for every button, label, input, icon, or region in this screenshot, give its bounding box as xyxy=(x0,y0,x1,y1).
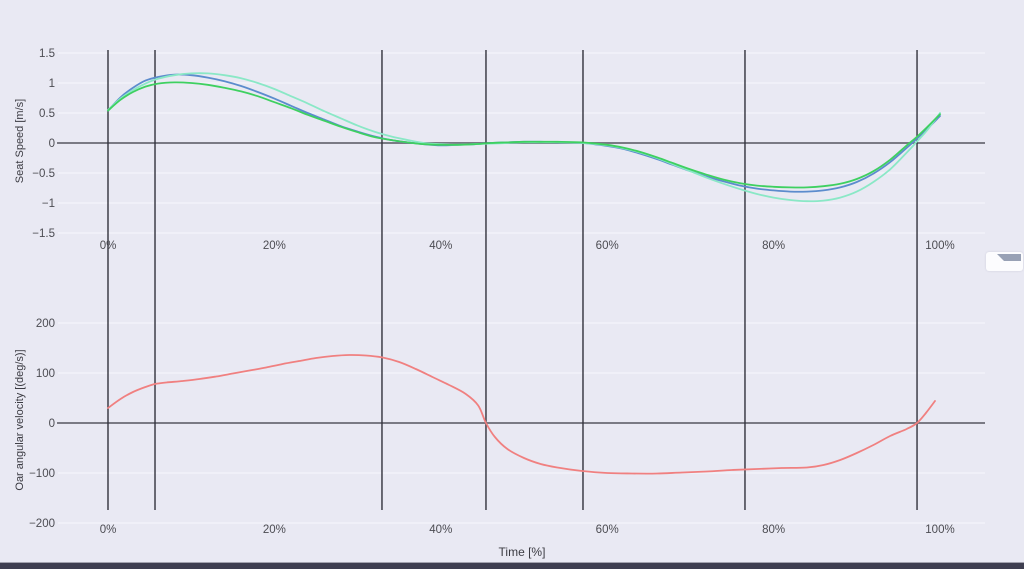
x-tick-label: 40% xyxy=(429,240,452,252)
y-tick-label: 200 xyxy=(36,318,55,330)
y-tick-label: −200 xyxy=(29,518,55,530)
y-tick-label: 0 xyxy=(49,138,55,150)
x-tick-label: 20% xyxy=(263,524,286,536)
x-tick-label: 0% xyxy=(100,240,117,252)
y-tick-label: −1.5 xyxy=(32,228,55,240)
x-tick-label: 80% xyxy=(762,240,785,252)
series-seat-speed-trace-blue[interactable] xyxy=(107,73,941,193)
window-bottom-bar xyxy=(0,562,1024,569)
x-tick-label: 0% xyxy=(100,524,117,536)
x-tick-label: 40% xyxy=(429,524,452,536)
y-tick-label: −1 xyxy=(42,198,55,210)
seat-speed-axis-title: Seat Speed [m/s] xyxy=(14,98,26,184)
series-oar-angular-velocity-trace[interactable] xyxy=(107,354,936,475)
x-tick-label: 80% xyxy=(762,524,785,536)
y-tick-label: 1.5 xyxy=(39,48,55,60)
y-tick-label: 0 xyxy=(49,418,55,430)
y-tick-label: −100 xyxy=(29,468,55,480)
series-seat-speed-trace-mint[interactable] xyxy=(107,72,941,203)
x-tick-label: 60% xyxy=(596,240,619,252)
chart-toolbar-handle[interactable] xyxy=(986,252,1023,271)
x-tick-label: 100% xyxy=(925,524,954,536)
y-tick-label: −0.5 xyxy=(32,168,55,180)
y-tick-label: 100 xyxy=(36,368,55,380)
oar-velocity-axis-title: Oar angular velocity [(deg/s)] xyxy=(14,349,26,491)
time-axis-title: Time [%] xyxy=(498,545,546,559)
x-tick-label: 100% xyxy=(925,240,954,252)
y-tick-label: 1 xyxy=(49,78,55,90)
x-tick-label: 20% xyxy=(263,240,286,252)
y-tick-label: 0.5 xyxy=(39,108,55,120)
x-tick-label: 60% xyxy=(596,524,619,536)
series-seat-speed-trace-green[interactable] xyxy=(107,81,941,189)
toolbar-grip-icon xyxy=(997,254,1021,261)
